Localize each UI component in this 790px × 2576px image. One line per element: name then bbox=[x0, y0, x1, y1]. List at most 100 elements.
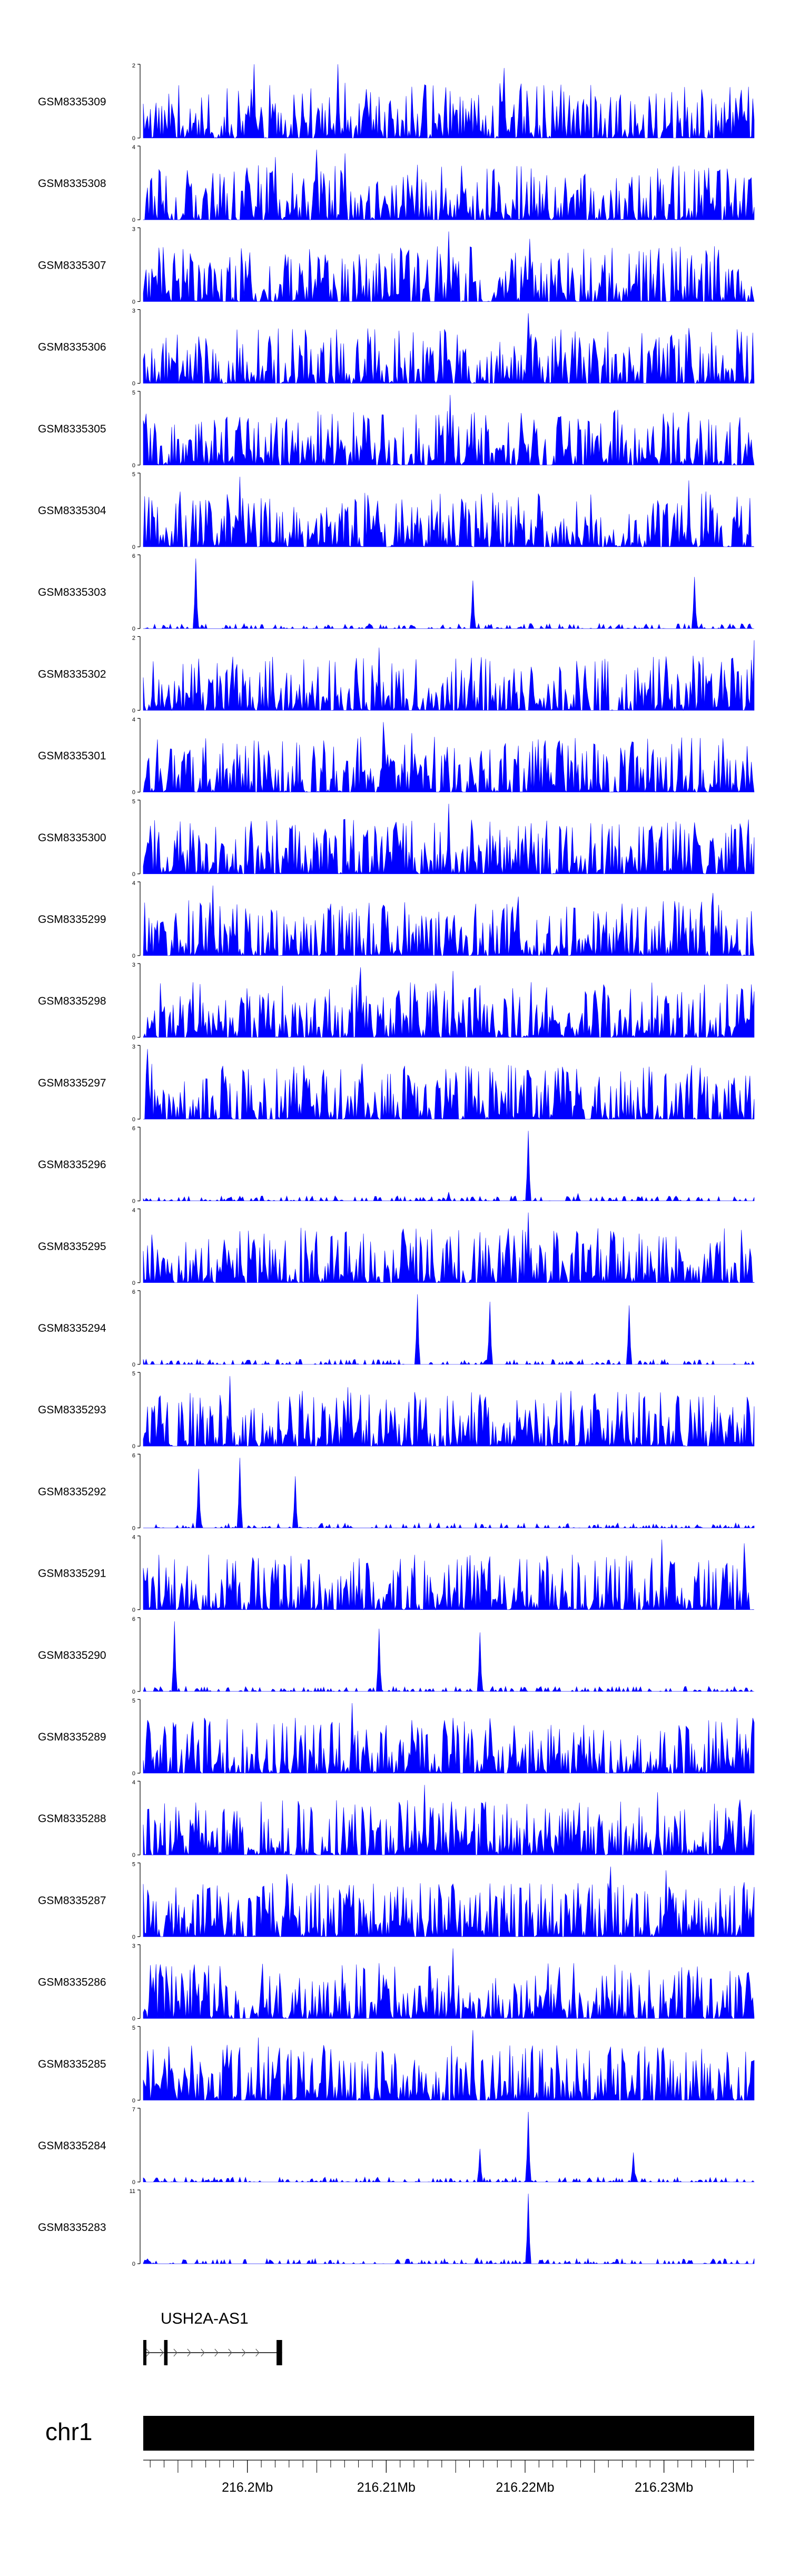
y-tick-label-max: 3 bbox=[132, 1044, 135, 1050]
y-tick-label-zero: 0 bbox=[132, 2098, 135, 2104]
y-tick-label-max: 6 bbox=[132, 1126, 135, 1132]
track-GSM8335287: GSM8335287 5 0 bbox=[38, 1861, 755, 1940]
track-label: GSM8335309 bbox=[38, 96, 106, 108]
track-GSM8335299: GSM8335299 4 0 bbox=[38, 880, 755, 959]
coverage-area bbox=[143, 395, 755, 466]
coverage-area bbox=[143, 64, 755, 139]
y-tick-label-zero: 0 bbox=[132, 1198, 135, 1205]
track-label: GSM8335289 bbox=[38, 1731, 106, 1743]
y-tick-label-max: 5 bbox=[132, 1698, 135, 1704]
coverage-area bbox=[143, 1049, 755, 1120]
track-GSM8335300: GSM8335300 5 0 bbox=[38, 799, 755, 878]
track-GSM8335285: GSM8335285 5 0 bbox=[38, 2025, 755, 2104]
y-tick-label-max: 6 bbox=[132, 1289, 135, 1295]
y-tick-label-zero: 0 bbox=[132, 544, 135, 550]
y-tick-label-zero: 0 bbox=[132, 790, 135, 796]
track-label: GSM8335301 bbox=[38, 750, 106, 762]
track-label: GSM8335292 bbox=[38, 1486, 106, 1498]
genome-axis-tick-label: 216.21Mb bbox=[357, 2480, 416, 2495]
y-tick-label-zero: 0 bbox=[132, 2179, 135, 2186]
coverage-area bbox=[143, 803, 755, 874]
coverage-tracks: GSM833530920GSM833530840GSM833530730GSM8… bbox=[38, 63, 755, 2267]
coverage-area bbox=[143, 1785, 755, 1856]
track-label: GSM8335304 bbox=[38, 505, 106, 517]
coverage-area bbox=[143, 885, 755, 957]
coverage-area bbox=[143, 558, 754, 630]
track-label: GSM8335296 bbox=[38, 1159, 106, 1171]
y-tick-label-zero: 0 bbox=[132, 1116, 135, 1123]
y-tick-label-max: 3 bbox=[132, 308, 135, 314]
track-GSM8335291: GSM8335291 4 0 bbox=[38, 1535, 755, 1614]
strand-arrow bbox=[187, 2348, 191, 2357]
y-tick-label-zero: 0 bbox=[132, 2261, 135, 2267]
track-GSM8335294: GSM8335294 6 0 bbox=[38, 1289, 755, 1368]
track-GSM8335288: GSM8335288 4 0 bbox=[38, 1779, 755, 1859]
y-tick-label-max: 4 bbox=[132, 880, 135, 887]
track-label: GSM8335291 bbox=[38, 1568, 106, 1580]
coverage-area bbox=[143, 476, 755, 547]
gene-exon bbox=[276, 2340, 282, 2365]
y-tick-label-zero: 0 bbox=[132, 299, 135, 305]
strand-arrow bbox=[201, 2348, 205, 2357]
y-tick-label-zero: 0 bbox=[132, 1525, 135, 1531]
y-tick-label-zero: 0 bbox=[132, 1852, 135, 1859]
y-tick-label-max: 7 bbox=[132, 2107, 135, 2113]
y-tick-label-zero: 0 bbox=[132, 463, 135, 469]
track-label: GSM8335283 bbox=[38, 2221, 106, 2234]
coverage-area bbox=[143, 1212, 755, 1283]
track-label: GSM8335303 bbox=[38, 586, 106, 598]
y-tick-label-max: 4 bbox=[132, 1207, 135, 1214]
y-tick-label-zero: 0 bbox=[132, 1689, 135, 1695]
track-label: GSM8335300 bbox=[38, 832, 106, 844]
strand-arrow bbox=[173, 2348, 177, 2357]
genome-axis-tick-label: 216.22Mb bbox=[496, 2480, 554, 2495]
genome-axis-tick-label: 216.23Mb bbox=[635, 2480, 693, 2495]
track-label: GSM8335293 bbox=[38, 1404, 106, 1416]
y-tick-label-zero: 0 bbox=[132, 1443, 135, 1450]
y-tick-label-max: 3 bbox=[132, 962, 135, 968]
coverage-area bbox=[143, 313, 755, 384]
gene-exon bbox=[164, 2340, 168, 2365]
strand-arrow bbox=[146, 2348, 150, 2357]
coverage-area bbox=[143, 1130, 755, 1202]
y-tick-label-max: 4 bbox=[132, 717, 135, 723]
track-label: GSM8335284 bbox=[38, 2140, 106, 2152]
strand-arrow bbox=[228, 2348, 232, 2357]
track-GSM8335305: GSM8335305 5 0 bbox=[38, 390, 755, 469]
track-GSM8335296: GSM8335296 6 0 bbox=[38, 1126, 755, 1205]
y-tick-label-max: 4 bbox=[132, 1535, 135, 1541]
y-tick-label-max: 5 bbox=[132, 799, 135, 805]
gene-label: USH2A-AS1 bbox=[161, 2310, 249, 2327]
coverage-area bbox=[143, 640, 755, 711]
y-tick-label-max: 5 bbox=[132, 471, 135, 478]
coverage-area bbox=[143, 967, 755, 1038]
y-tick-label-zero: 0 bbox=[132, 1607, 135, 1614]
y-tick-label-zero: 0 bbox=[132, 626, 135, 632]
track-GSM8335308: GSM8335308 4 0 bbox=[38, 144, 755, 223]
track-GSM8335304: GSM8335304 5 0 bbox=[38, 471, 755, 550]
gene-track: USH2A-AS1 bbox=[143, 2310, 282, 2365]
coverage-area bbox=[143, 1376, 755, 1447]
y-tick-label-zero: 0 bbox=[132, 1934, 135, 1940]
track-label: GSM8335297 bbox=[38, 1077, 106, 1089]
y-tick-label-max: 2 bbox=[132, 63, 135, 69]
y-tick-label-zero: 0 bbox=[132, 707, 135, 714]
track-label: GSM8335298 bbox=[38, 995, 106, 1007]
y-tick-label-zero: 0 bbox=[132, 381, 135, 387]
gene-exon bbox=[143, 2340, 146, 2365]
coverage-area bbox=[143, 150, 755, 221]
genome-axis: 216.2Mb 216.21Mb 216.22Mb 216.23Mb bbox=[143, 2460, 754, 2495]
track-GSM8335306: GSM8335306 3 0 bbox=[38, 308, 755, 387]
strand-arrow bbox=[242, 2348, 246, 2357]
track-GSM8335286: GSM8335286 3 0 bbox=[38, 1943, 755, 2022]
y-tick-label-max: 6 bbox=[132, 1452, 135, 1459]
track-label: GSM8335306 bbox=[38, 341, 106, 353]
track-GSM8335309: GSM8335309 2 0 bbox=[38, 63, 755, 142]
coverage-area bbox=[143, 2194, 755, 2265]
coverage-area bbox=[143, 2111, 755, 2182]
coverage-area bbox=[143, 722, 755, 793]
chromosome-ideogram: chr1 bbox=[45, 2416, 754, 2451]
track-GSM8335298: GSM8335298 3 0 bbox=[38, 962, 755, 1041]
track-GSM8335289: GSM8335289 5 0 bbox=[38, 1698, 755, 1777]
